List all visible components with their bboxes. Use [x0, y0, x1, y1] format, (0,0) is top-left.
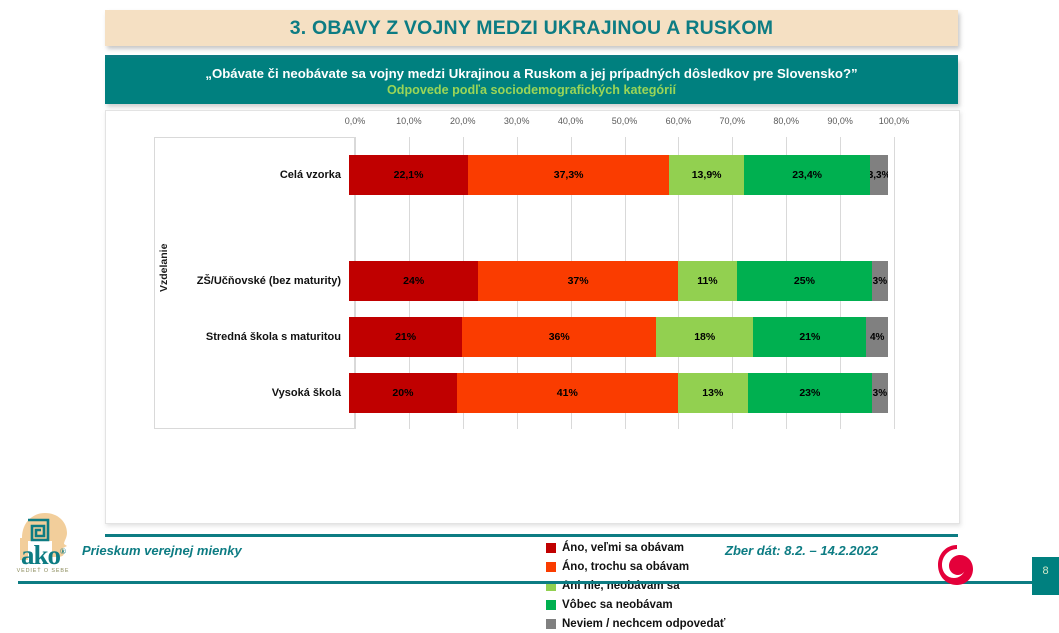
- page-number: 8: [1042, 565, 1049, 577]
- chart-row: Celá vzorka 22,1%37,3%13,9%23,4%3,3%: [106, 155, 959, 195]
- chart-x-axis: 0,0% 10,0% 20,0% 30,0% 40,0% 50,0% 60,0% 70,0% 8…: [106, 116, 959, 132]
- stacked-bar[interactable]: 21% 36% 18% 21% 4%: [349, 317, 888, 357]
- stacked-bar[interactable]: 20% 41% 13% 23% 3%: [349, 373, 888, 413]
- bar-segment-1[interactable]: 24%: [349, 261, 479, 301]
- bar-segment-1[interactable]: 20%: [349, 373, 457, 413]
- bar-segment-4[interactable]: 23%: [747, 373, 872, 413]
- bar-segment-3[interactable]: 13%: [677, 373, 748, 413]
- footer-baseline: [18, 581, 1036, 584]
- legend-label: Vôbec sa neobávam: [562, 598, 673, 611]
- slide: 3. OBAVY Z VOJNY MEDZI UKRAJINOU A RUSKO…: [8, 10, 1059, 630]
- bar-segment-5[interactable]: 3%: [871, 261, 888, 301]
- bar-segment-4[interactable]: 21%: [753, 317, 867, 357]
- ako-wordmark: ako®: [20, 540, 66, 570]
- category-label: Celá vzorka: [279, 169, 341, 181]
- chart-row: Stredná škola s maturitou 21% 36% 18% 21% 4%: [106, 317, 959, 357]
- chart-row: Vysoká škola 20% 41% 13% 23% 3%: [106, 373, 959, 413]
- question-text: „Obávate či neobávate sa vojny medzi Ukr…: [205, 65, 858, 81]
- legend-item-3[interactable]: Ani nie, neobávam sa: [546, 576, 725, 595]
- x-axis-tick-10: 100,0%: [878, 116, 910, 126]
- category-label: Stredná škola s maturitou: [205, 331, 341, 343]
- bar-segment-2[interactable]: 37%: [478, 261, 678, 301]
- legend-swatch-icon: [546, 599, 556, 610]
- legend-label: Áno, trochu sa obávam: [562, 560, 690, 573]
- category-label: ZŠ/Učňovské (bez maturity): [196, 275, 341, 287]
- x-axis-tick-0: 0,0%: [344, 116, 366, 126]
- legend-label: Áno, veľmi sa obávam: [562, 541, 685, 554]
- legend-swatch-icon: [546, 542, 556, 553]
- x-axis-tick-6: 60,0%: [665, 116, 692, 126]
- stacked-bar[interactable]: 22,1%37,3%13,9%23,4%3,3%: [349, 155, 888, 195]
- red-swirl-logo: [938, 545, 973, 585]
- footer-right-text: Zber dát: 8.2. – 14.2.2022: [725, 543, 879, 558]
- gridline-10: [894, 137, 895, 429]
- legend-swatch-icon: [546, 561, 556, 572]
- chart-panel: 0,0% 10,0% 20,0% 30,0% 40,0% 50,0% 60,0% 70,0% 8…: [105, 110, 960, 630]
- x-axis-tick-7: 70,0%: [719, 116, 746, 126]
- footer-left-text: Prieskum verejnej mienky: [82, 543, 242, 558]
- bar-segment-2[interactable]: 37,3%: [468, 155, 670, 195]
- x-axis-tick-8: 80,0%: [773, 116, 799, 126]
- bar-segment-3[interactable]: 18%: [656, 317, 754, 357]
- bar-segment-2[interactable]: 36%: [462, 317, 657, 357]
- x-axis-tick-3: 30,0%: [503, 116, 530, 126]
- legend-item-5[interactable]: Neviem / nechcem odpovedať: [546, 614, 725, 633]
- x-axis-tick-2: 20,0%: [450, 116, 476, 126]
- question-subtext: Odpovede podľa sociodemografických kateg…: [387, 82, 676, 97]
- legend-item-1[interactable]: Áno, veľmi sa obávam: [546, 538, 725, 557]
- bar-segment-2[interactable]: 41%: [456, 373, 678, 413]
- bar-segment-4[interactable]: 25%: [737, 261, 872, 301]
- question-banner: „Obávate či neobávate sa vojny medzi Ukr…: [105, 58, 958, 104]
- legend-swatch-icon: [546, 580, 556, 591]
- legend-label: Neviem / nechcem odpovedať: [562, 617, 726, 630]
- category-label: Vysoká škola: [271, 387, 341, 399]
- slide-title-banner: 3. OBAVY Z VOJNY MEDZI UKRAJINOU A RUSKO…: [105, 10, 958, 46]
- ako-tagline: VEDIEŤ O SEBE: [16, 568, 70, 574]
- bar-segment-3[interactable]: 11%: [677, 261, 738, 301]
- x-axis-tick-9: 90,0%: [827, 116, 853, 126]
- x-axis-tick-1: 10,0%: [396, 116, 422, 126]
- bar-segment-5[interactable]: 3,3%: [870, 155, 888, 195]
- chart-plot-area: Vzdelanie Celá vzorka 22,1% 37,3% 13,9% 23,4…: [106, 137, 959, 437]
- chart-legend: Áno, veľmi sa obávam Áno, trochu sa obáva…: [546, 538, 725, 633]
- footer-divider: [105, 534, 958, 537]
- bar-segment-1[interactable]: 21%: [349, 317, 463, 357]
- stacked-bar[interactable]: 24% 37% 11% 25% 3%: [349, 261, 888, 301]
- bar-segment-4[interactable]: 23,4%: [744, 155, 871, 195]
- page-title: 3. OBAVY Z VOJNY MEDZI UKRAJINOU A RUSKO…: [289, 16, 774, 39]
- bar-segment-5[interactable]: 4%: [866, 317, 888, 357]
- bar-segment-5[interactable]: 3%: [871, 373, 888, 413]
- ako-head-icon: [20, 513, 67, 560]
- x-axis-tick-5: 50,0%: [611, 116, 638, 126]
- chart-row: ZŠ/Učňovské (bez maturity) 24% 37% 11% 25% 3%: [106, 261, 959, 301]
- bar-segment-3[interactable]: 13,9%: [669, 155, 745, 195]
- x-axis-tick-4: 40,0%: [557, 116, 584, 126]
- ako-logo: ako® VEDIEŤ O SEBE: [8, 508, 78, 582]
- title-divider: [105, 55, 958, 58]
- page-number-box: 8: [1032, 557, 1059, 595]
- legend-swatch-icon: [546, 618, 556, 629]
- legend-item-2[interactable]: Áno, trochu sa obávam: [546, 557, 725, 576]
- bar-segment-1[interactable]: 22,1%: [349, 155, 469, 195]
- legend-item-4[interactable]: Vôbec sa neobávam: [546, 595, 725, 614]
